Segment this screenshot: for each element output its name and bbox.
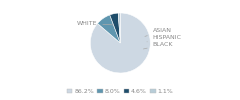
Legend: 86.2%, 8.0%, 4.6%, 1.1%: 86.2%, 8.0%, 4.6%, 1.1% (64, 86, 176, 97)
Wedge shape (97, 15, 120, 43)
Text: WHITE: WHITE (77, 21, 113, 26)
Wedge shape (90, 13, 150, 73)
Text: BLACK: BLACK (144, 42, 173, 49)
Wedge shape (118, 13, 120, 43)
Wedge shape (110, 13, 120, 43)
Text: HISPANIC: HISPANIC (147, 35, 182, 42)
Text: ASIAN: ASIAN (145, 28, 172, 36)
